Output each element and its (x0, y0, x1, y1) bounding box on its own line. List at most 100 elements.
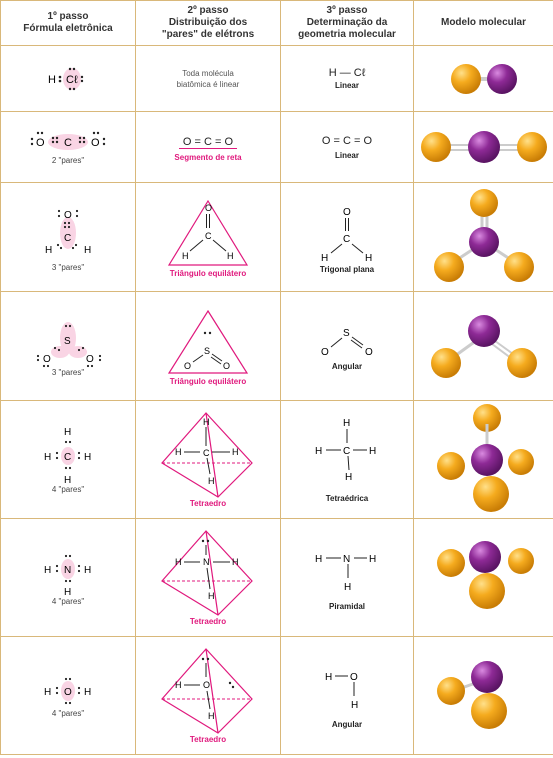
header-step3-line3: geometria molecular (298, 29, 396, 40)
atom-h: H (44, 452, 51, 463)
row-so2: S O O 3 "pares" S O O (0, 291, 553, 401)
atom-h: H (48, 74, 56, 86)
atom-o: O (43, 354, 51, 365)
so2-structure: S O O (321, 328, 373, 358)
row-h2co: O C H H 3 "pares" O C H H (0, 182, 553, 292)
atom-h: H (343, 418, 350, 429)
header-step3: 3º passo Determinação da geometria molec… (280, 0, 414, 46)
atom-o: O (205, 203, 212, 213)
header-step3-line2: Determinação da (306, 17, 388, 28)
co2-electronic-formula: O C O 2 "pares" (0, 111, 136, 183)
so2-lewis-structure: S O O (36, 321, 102, 367)
atom-o: O (184, 361, 191, 371)
hcl-electronic-formula: H Cℓ (0, 45, 136, 112)
hcl-note-line2: biatômica é linear (176, 79, 240, 89)
atom-h: H (232, 557, 239, 567)
h2o-pairs-count: 4 "pares" (51, 709, 85, 718)
row-nh3: H N H H 4 "pares" N H (0, 518, 553, 637)
atom-h: H (369, 446, 376, 457)
nh3-pairs-count: 4 "pares" (51, 597, 85, 606)
atom-o: O (343, 207, 351, 218)
h2o-electronic-formula: H O H 4 "pares" (0, 636, 136, 755)
h2co-molecular-model (433, 189, 534, 282)
atom-o: O (36, 137, 45, 149)
ch4-tetrahedron-diagram: H C H H H (161, 412, 253, 498)
h2o-tetrahedron-diagram: O H H (161, 648, 253, 734)
ch4-geometry-label: Tetraédrica (325, 494, 369, 503)
h2o-model (413, 636, 553, 755)
atom-h: H (44, 565, 51, 576)
row-h2o: H O H 4 "pares" O H (0, 636, 553, 755)
atom-h: H (84, 565, 91, 576)
co2-geometry: O = C = O Linear (280, 111, 414, 183)
atom-h: H (44, 687, 51, 698)
co2-geometry-label: Linear (334, 150, 359, 160)
atom-h: H (208, 711, 215, 721)
header-row: 1º passo Fórmula eletrônica 2º passo Dis… (0, 0, 553, 46)
hcl-note-line1: Toda molécula (182, 68, 234, 78)
atom-h: H (227, 251, 234, 261)
atom-h: H (84, 245, 91, 256)
nh3-electronic-formula: H N H H 4 "pares" (0, 518, 136, 637)
so2-electronic-formula: S O O 3 "pares" (0, 291, 136, 401)
atom-o: O (321, 347, 329, 358)
atom-cl: Cℓ (66, 74, 78, 86)
atom-h: H (203, 417, 210, 427)
co2-lewis-structure: O C O (30, 131, 106, 150)
so2-molecular-model (430, 315, 537, 378)
so2-pairs-count: 3 "pares" (51, 367, 85, 377)
nh3-geometry-label: Piramidal (328, 602, 365, 611)
h2co-geometry-label: Trigonal plana (319, 264, 375, 274)
header-step2-line3: "pares" de elétrons (161, 29, 255, 40)
hcl-geometry: H — Cℓ Linear (280, 45, 414, 112)
atom-h: H (315, 554, 322, 565)
header-step2-line2: Distribuição dos (168, 17, 248, 28)
atom-h: H (208, 591, 215, 601)
hcl-geometry-label: Linear (334, 81, 359, 90)
h2co-model (413, 182, 553, 292)
h2co-distribution: O C H H Triângulo equilátero (135, 182, 281, 292)
header-step3-line1: 3º passo (326, 5, 368, 16)
atom-h: H (321, 253, 328, 264)
atom-c: C (203, 448, 210, 458)
atom-h: H (351, 700, 358, 711)
co2-distribution: O = C = O Segmento de reta (135, 111, 281, 183)
hcl-molecular-model (450, 63, 517, 94)
ch4-model (413, 400, 553, 519)
h2o-structure: H O H (325, 672, 358, 711)
atom-h: H (315, 446, 322, 457)
atom-h: H (64, 427, 71, 438)
h2co-geometry: O C H H Trigonal plana (280, 182, 414, 292)
h2co-electronic-formula: O C H H 3 "pares" (0, 182, 136, 292)
h2o-geometry-label: Angular (331, 720, 363, 729)
atom-c: C (205, 231, 212, 241)
atom-n: N (203, 557, 210, 567)
atom-h: H (84, 452, 91, 463)
atom-c: C (343, 446, 350, 457)
row-ch4: H H C H H 4 "pares" H C (0, 400, 553, 519)
h2co-dist-label: Triângulo equilátero (169, 268, 247, 278)
so2-distribution: S O O Triângulo equilátero (135, 291, 281, 401)
co2-pairs-count: 2 "pares" (51, 155, 85, 165)
atom-o: O (350, 672, 358, 683)
atom-o: O (91, 137, 100, 149)
atom-h: H (208, 476, 215, 486)
header-model-label: Modelo molecular (440, 17, 526, 28)
nh3-lewis-structure: H N H H (44, 554, 91, 598)
atom-o: O (365, 347, 373, 358)
atom-h: H (232, 447, 239, 457)
nh3-tetrahedron-diagram: N H H H (161, 530, 253, 616)
header-step1: 1º passo Fórmula eletrônica (0, 0, 136, 46)
atom-n: N (343, 554, 350, 565)
atom-h: H (84, 687, 91, 698)
atom-h: H (175, 680, 182, 690)
nh3-geometry: N H H H Piramidal (280, 518, 414, 637)
so2-model (413, 291, 553, 401)
atom-h: H (344, 582, 351, 593)
atom-h: H (182, 251, 189, 261)
atom-c: C (64, 233, 71, 244)
ch4-lewis-structure: H H C H H (44, 427, 91, 486)
header-step1-line1: 1º passo (47, 11, 89, 22)
atom-s: S (64, 336, 71, 347)
